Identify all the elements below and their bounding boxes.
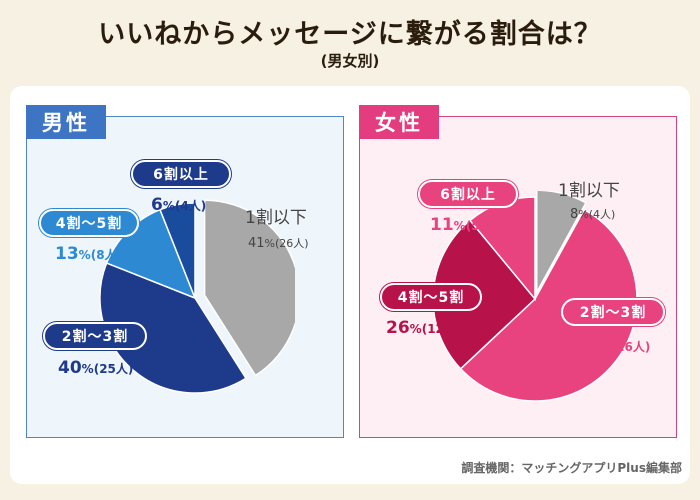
female-value-4-5wari-count: (12人) [421, 322, 462, 336]
male-value-1wari-pct: 41 [248, 236, 265, 251]
male-value-2-3wari: 40%(25人) [58, 358, 134, 378]
female-label-2-3wari: 2割〜3割 [561, 298, 665, 326]
male-value-6wari-count: (4人) [174, 199, 207, 213]
female-value-4-5wari-pct: 26 [386, 318, 410, 338]
male-tab: 男性 [26, 105, 106, 139]
female-slice-1 [459, 208, 638, 402]
female-value-6wari: 11%(5人) [430, 215, 498, 235]
female-value-6wari-pct: 11 [430, 215, 454, 235]
female-value-2-3wari: 55%(26人) [575, 336, 651, 356]
female-value-6wari-count: (5人) [465, 219, 498, 233]
female-value-4-5wari: 26%(12人) [386, 318, 462, 338]
male-value-2-3wari-count: (25人) [93, 362, 134, 376]
male-label-4-5wari: 4割〜5割 [39, 209, 139, 237]
chart-title: いいねからメッセージに繋がる割合は？ [98, 19, 602, 50]
female-slice-0 [535, 191, 587, 293]
male-value-1wari-count: (26人) [275, 237, 309, 250]
female-value-2-3wari-pct: 55 [575, 336, 599, 356]
male-value-4-5wari-pct: 13 [55, 244, 79, 264]
female-label-1wari: 1割以下 [558, 181, 620, 201]
male-value-6wari: 6%(4人) [151, 195, 207, 215]
female-value-1wari-pct: 8 [570, 207, 579, 222]
female-label-4-5wari: 4割〜5割 [380, 283, 482, 311]
male-label-2-3wari: 2割〜3割 [43, 322, 147, 350]
male-value-4-5wari-count: (8人) [90, 248, 123, 262]
male-value-2-3wari-pct: 40 [58, 358, 82, 378]
male-label-1wari: 1割以下 [245, 208, 307, 228]
female-value-2-3wari-count: (26人) [610, 340, 651, 354]
male-value-1wari: 41%(26人) [248, 236, 309, 251]
male-value-4-5wari: 13%(8人) [55, 244, 123, 264]
female-value-1wari: 8%(4人) [570, 207, 616, 222]
male-slice-0 [203, 199, 295, 377]
male-slice-1 [99, 262, 247, 394]
female-label-6wari: 6割以上 [418, 180, 518, 208]
male-pie-chart [99, 199, 295, 394]
chart-subtitle: (男女別) [320, 52, 380, 70]
female-tab: 女性 [359, 105, 439, 139]
male-slice-3 [159, 202, 196, 299]
male-value-6wari-pct: 6 [151, 195, 163, 215]
male-label-6wari: 6割以上 [131, 160, 231, 188]
source-credit: 調査機関：マッチングアプリPlus編集部 [461, 461, 682, 475]
female-value-1wari-count: (4人) [588, 208, 616, 221]
female-pie-chart [432, 191, 638, 402]
